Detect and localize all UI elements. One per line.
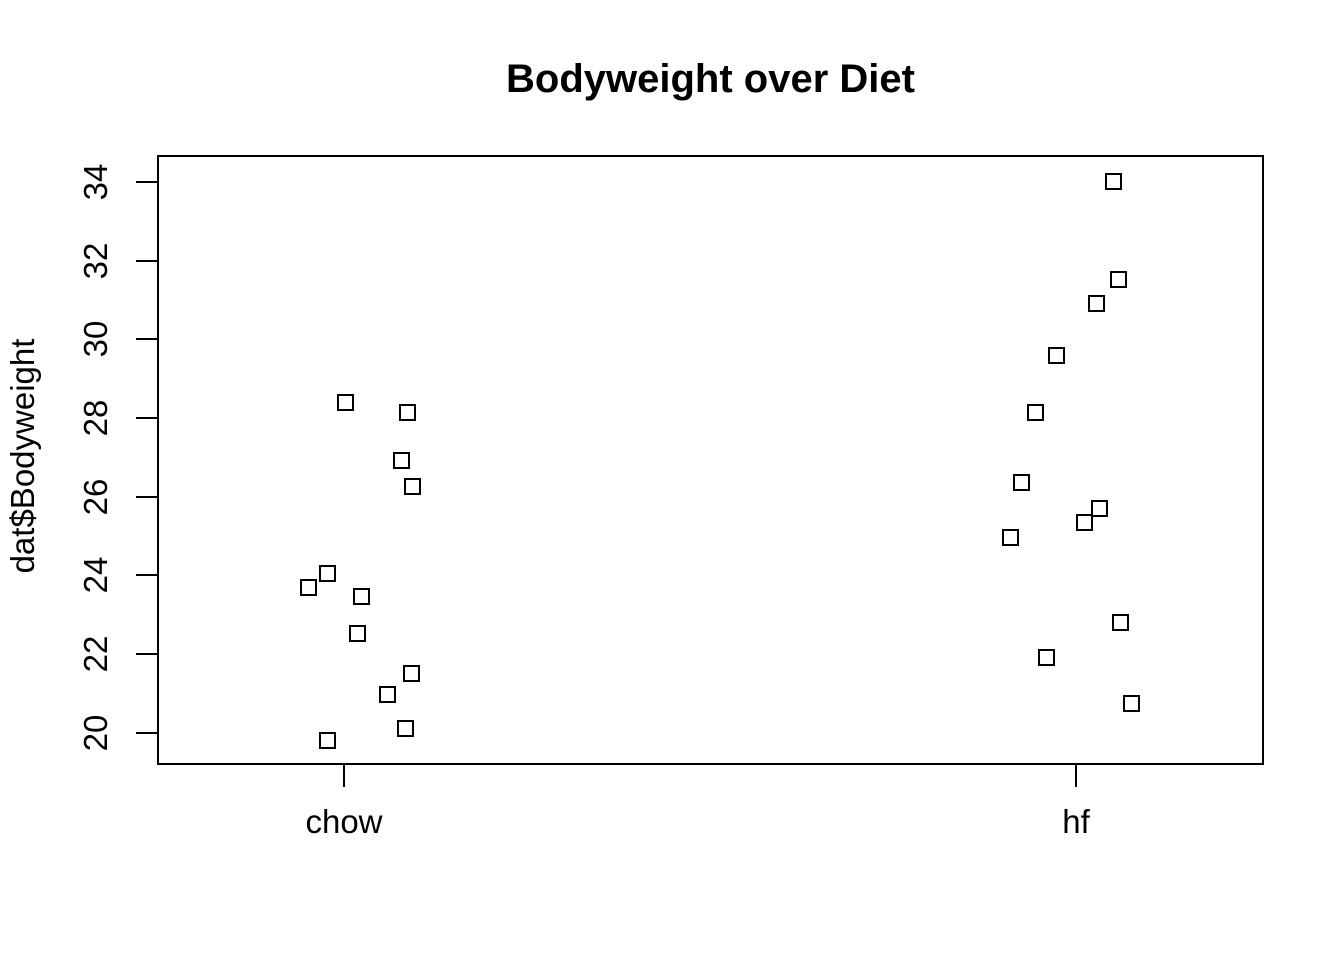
plot-area <box>157 155 1264 765</box>
data-point-chow <box>318 565 336 583</box>
y-tick-label: 28 <box>77 399 114 437</box>
data-point-hf <box>1075 514 1093 532</box>
data-point-hf <box>1090 499 1108 517</box>
data-point-chow <box>348 625 366 643</box>
x-tick-label-hf: hf <box>1062 803 1090 840</box>
data-point-hf <box>1122 695 1140 713</box>
x-tick-mark <box>1075 765 1077 787</box>
y-tick-label: 24 <box>77 556 114 594</box>
y-tick-mark <box>136 180 157 183</box>
y-tick-mark <box>136 731 157 734</box>
data-point-hf <box>1087 294 1105 312</box>
y-tick-label: 20 <box>77 714 114 752</box>
y-tick-mark <box>136 259 157 262</box>
y-tick-mark <box>136 495 157 498</box>
data-point-hf <box>1026 403 1044 421</box>
data-point-chow <box>398 403 416 421</box>
y-tick-label: 22 <box>77 635 114 673</box>
data-point-hf <box>1111 614 1129 632</box>
data-point-chow <box>352 588 370 606</box>
data-point-hf <box>1104 172 1122 190</box>
data-point-chow <box>299 579 317 597</box>
data-point-chow <box>392 452 410 470</box>
y-tick-mark <box>136 416 157 419</box>
data-point-hf <box>1109 270 1127 288</box>
data-point-hf <box>1047 347 1065 365</box>
data-point-chow <box>396 720 414 738</box>
data-point-hf <box>1012 473 1030 491</box>
data-point-chow <box>318 732 336 750</box>
y-tick-mark <box>136 653 157 656</box>
chart-title: Bodyweight over Diet <box>506 57 915 101</box>
data-point-hf <box>1037 649 1055 667</box>
data-point-hf <box>1001 528 1019 546</box>
data-point-chow <box>378 685 396 703</box>
y-tick-label: 32 <box>77 242 114 279</box>
y-tick-label: 26 <box>77 478 114 516</box>
y-tick-label: 34 <box>77 163 114 201</box>
y-tick-mark <box>136 574 157 577</box>
data-point-chow <box>402 664 420 682</box>
y-tick-label: 30 <box>77 320 114 358</box>
data-point-chow <box>336 393 354 411</box>
x-tick-label-chow: chow <box>305 803 383 840</box>
x-tick-mark <box>343 765 345 787</box>
y-axis-label: dat$Bodyweight <box>4 338 41 574</box>
y-tick-mark <box>136 338 157 341</box>
data-point-chow <box>403 478 421 496</box>
